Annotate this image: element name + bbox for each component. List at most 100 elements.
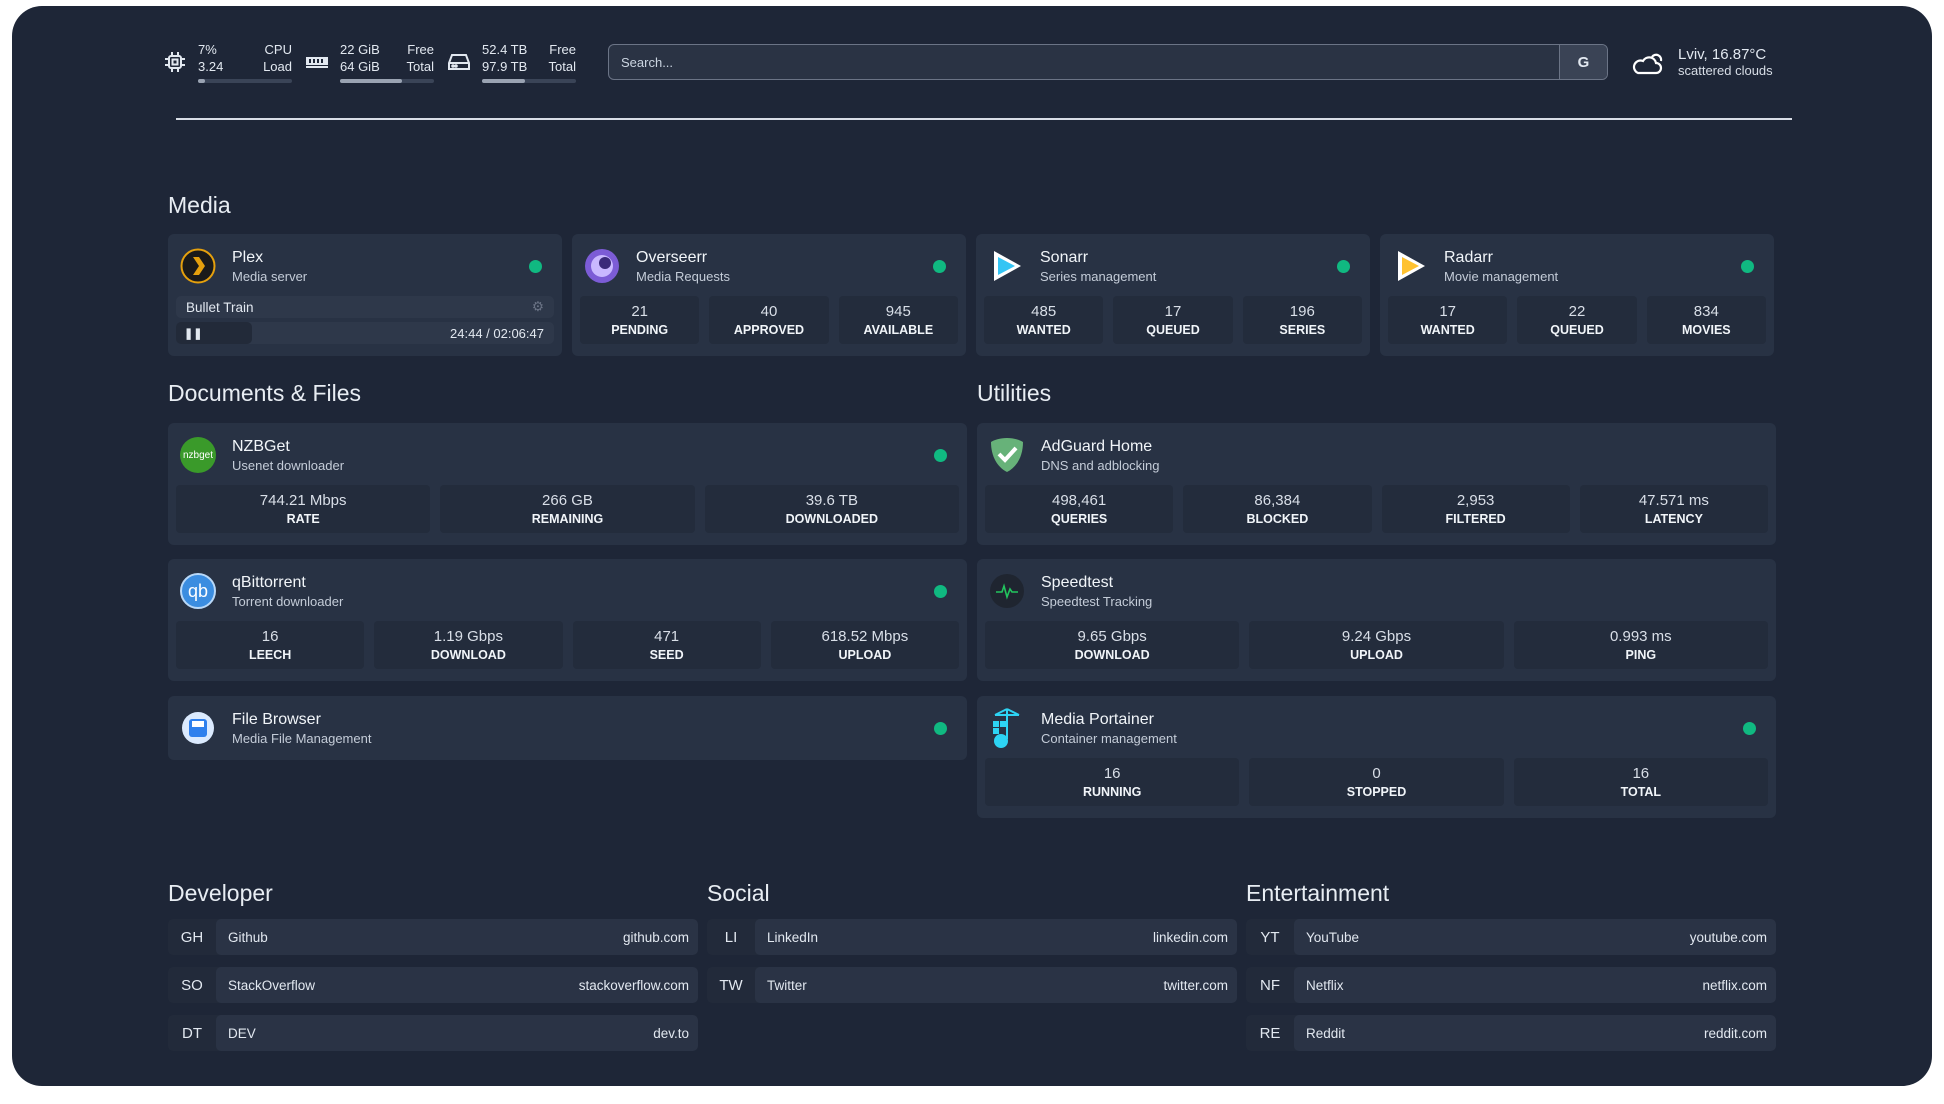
stat-value: 21: [631, 303, 648, 320]
stat-label: AVAILABLE: [863, 323, 934, 337]
stat-block: 471 SEED: [572, 621, 761, 669]
service-card-nzbget[interactable]: nzbget NZBGet Usenet downloader 744.21 Mbps…: [168, 423, 967, 545]
service-description: Speedtest Tracking: [1041, 593, 1153, 609]
google-search-button[interactable]: G: [1559, 45, 1607, 79]
service-description: Container management: [1041, 730, 1177, 746]
service-name: Overseerr: [636, 248, 708, 266]
disk-widget: 52.4 TB Free 97.9 TB Total: [448, 41, 576, 83]
service-card-radarr[interactable]: Radarr Movie management 17 WANTED 22 QUEUED 83…: [1380, 234, 1774, 356]
bookmark-netflix[interactable]: NF Netflix netflix.com: [1246, 967, 1776, 1003]
stat-label: DOWNLOAD: [1074, 648, 1150, 662]
stat-label: RATE: [286, 512, 320, 526]
bookmark-name: Github: [228, 929, 268, 945]
cpu-icon: [165, 52, 185, 72]
pause-button[interactable]: ❚❚: [176, 322, 252, 344]
stat-label: SEED: [649, 648, 684, 662]
plex-icon: [180, 248, 216, 284]
service-card-overseerr[interactable]: Overseerr Media Requests 21 PENDING 40 APPROV…: [572, 234, 966, 356]
stat-block: 16 LEECH: [176, 621, 365, 669]
stat-block: 17 WANTED: [1388, 296, 1508, 344]
service-card-file-browser[interactable]: File Browser Media File Management: [168, 696, 967, 760]
stat-value: 9.24 Gbps: [1341, 628, 1412, 645]
stat-label: REMAINING: [531, 512, 604, 526]
bookmark-reddit[interactable]: RE Reddit reddit.com: [1246, 1015, 1776, 1051]
bookmark-group-title: Developer: [168, 880, 273, 906]
total-label: Total: [548, 59, 576, 74]
service-card-speedtest[interactable]: Speedtest Speedtest Tracking 9.65 Gbps DOWN…: [977, 559, 1776, 681]
stat-value: 17: [1164, 303, 1182, 320]
stat-block: 744.21 Mbps RATE: [176, 485, 431, 533]
stat-block: 0.993 ms PING: [1513, 621, 1768, 669]
search-box: G: [608, 44, 1608, 80]
service-name: Radarr: [1444, 248, 1493, 266]
bookmark-group-title: Social: [707, 880, 770, 906]
bookmark-name: YouTube: [1306, 929, 1360, 945]
service-card-plex[interactable]: Plex Media server Bullet Train ⚙ ❚❚ 24:44 / 0…: [168, 234, 562, 356]
stat-label: WANTED: [1016, 323, 1071, 337]
service-description: DNS and adblocking: [1041, 457, 1160, 473]
service-card-media-portainer[interactable]: Media Portainer Container management 16 RUN…: [977, 696, 1776, 818]
stat-value: 40: [760, 303, 778, 320]
stat-value: 744.21 Mbps: [259, 492, 347, 509]
bookmark-name: Reddit: [1306, 1025, 1346, 1041]
transcode-icon: ⚙: [531, 299, 544, 314]
stat-block: 9.65 Gbps DOWNLOAD: [985, 621, 1240, 669]
service-card-adguard-home[interactable]: AdGuard Home DNS and adblocking 498,461 QUE…: [977, 423, 1776, 545]
stat-value: 471: [654, 628, 680, 645]
stat-label: QUEUED: [1146, 323, 1200, 337]
bookmark-group-title: Entertainment: [1246, 880, 1390, 906]
section-title-media: Media: [168, 192, 231, 218]
stat-label: DOWNLOAD: [430, 648, 506, 662]
stat-value: 16: [261, 628, 279, 645]
stat-label: STOPPED: [1346, 785, 1407, 799]
adguard-icon: [991, 438, 1023, 472]
bookmark-github[interactable]: GH Github github.com: [168, 919, 698, 955]
pause-icon: ❚❚: [184, 327, 203, 340]
header-divider: [176, 118, 1792, 120]
stat-value: 2,953: [1456, 492, 1495, 509]
qbittorrent-icon: qb: [180, 573, 216, 609]
stat-block: 39.6 TB DOWNLOADED: [704, 485, 959, 533]
service-description: Media Requests: [636, 268, 730, 284]
bookmark-linkedin[interactable]: LI LinkedIn linkedin.com: [707, 919, 1237, 955]
service-description: Series management: [1040, 268, 1157, 284]
status-indicator: [934, 448, 947, 462]
bookmark-abbr: GH: [180, 928, 204, 946]
bookmark-youtube[interactable]: YT YouTube youtube.com: [1246, 919, 1776, 955]
stat-label: PENDING: [611, 323, 669, 337]
memory-icon: [306, 57, 328, 68]
stat-block: 485 WANTED: [984, 296, 1104, 344]
bookmark-group: GH Github github.com SO StackOverflow stackov…: [168, 919, 698, 1063]
stat-block: 196 SERIES: [1242, 296, 1362, 344]
free-label: Free: [549, 42, 576, 57]
service-card-qbittorrent[interactable]: qb qBittorrent Torrent downloader 16 LEECH 1.…: [168, 559, 967, 681]
stat-value: 1.19 Gbps: [433, 628, 503, 645]
stat-block: 86,384 BLOCKED: [1183, 485, 1372, 533]
status-indicator: [934, 584, 947, 598]
bookmark-name: Twitter: [767, 977, 807, 993]
service-card-sonarr[interactable]: Sonarr Series management 485 WANTED 17 QUEUED…: [976, 234, 1370, 356]
bookmark-url: stackoverflow.com: [578, 977, 689, 993]
total-label: Total: [406, 59, 434, 74]
bookmark-stackoverflow[interactable]: SO StackOverflow stackoverflow.com: [168, 967, 698, 1003]
service-description: Media server: [232, 268, 308, 284]
memory-widget: 22 GiB Free 64 GiB Total: [306, 41, 434, 83]
stat-block: 16 TOTAL: [1513, 758, 1768, 806]
stat-block: 40 APPROVED: [709, 296, 829, 344]
now-playing: Bullet Train ⚙: [176, 296, 554, 318]
bookmark-url: reddit.com: [1703, 1025, 1767, 1041]
stat-block: 22 QUEUED: [1517, 296, 1637, 344]
filebrowser-icon: [182, 712, 214, 744]
stat-value: 0: [1372, 765, 1381, 782]
bookmark-name: StackOverflow: [228, 977, 316, 993]
bookmark-twitter[interactable]: TW Twitter twitter.com: [707, 967, 1237, 1003]
bookmark-url: netflix.com: [1702, 977, 1767, 993]
stat-label: QUERIES: [1050, 512, 1108, 526]
bookmark-dev[interactable]: DT DEV dev.to: [168, 1015, 698, 1051]
search-input[interactable]: [609, 45, 1559, 79]
free-label: Free: [407, 42, 434, 57]
stat-block: 266 GB REMAINING: [440, 485, 695, 533]
stat-label: UPLOAD: [1350, 648, 1403, 662]
service-name: Sonarr: [1040, 248, 1089, 266]
status-indicator: [1743, 721, 1756, 735]
